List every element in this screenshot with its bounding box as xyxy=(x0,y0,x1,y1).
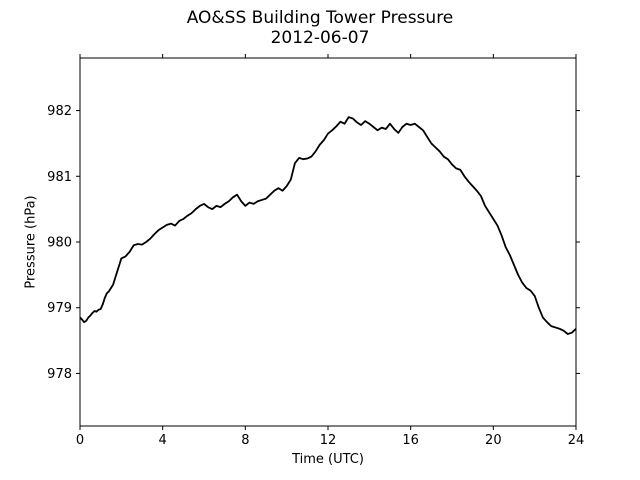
x-tick-label: 4 xyxy=(159,433,167,448)
y-tick-label: 978 xyxy=(47,367,72,382)
y-tick-label: 981 xyxy=(47,170,72,185)
y-axis-label: Pressure (hPa) xyxy=(23,195,39,289)
chart-title: AO&SS Building Tower Pressure xyxy=(186,8,454,28)
y-tick-label: 979 xyxy=(47,301,72,316)
chart-subtitle: 2012-06-07 xyxy=(270,28,370,48)
x-tick-label: 0 xyxy=(76,433,84,448)
y-tick-label: 982 xyxy=(47,104,72,119)
x-tick-label: 20 xyxy=(485,433,502,448)
x-tick-label: 12 xyxy=(320,433,337,448)
plot-area: 0 4 8 12 16 20 24 978 979 980 981 982 xyxy=(47,54,584,448)
series-line-0 xyxy=(79,116,577,335)
plot-frame xyxy=(79,57,577,427)
x-tick-label: 8 xyxy=(241,433,249,448)
y-tick-label: 980 xyxy=(47,236,72,251)
x-tick-label: 16 xyxy=(402,433,419,448)
x-tick-label: 24 xyxy=(568,433,585,448)
x-axis-label: Time (UTC) xyxy=(292,452,364,467)
